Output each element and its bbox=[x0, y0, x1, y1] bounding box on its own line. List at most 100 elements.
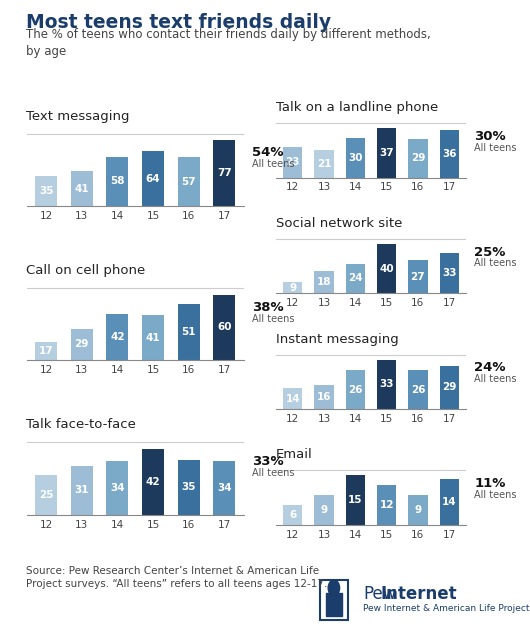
Bar bbox=[142, 152, 164, 206]
Text: 51: 51 bbox=[181, 327, 196, 337]
Bar bbox=[283, 388, 303, 409]
Text: 41: 41 bbox=[146, 333, 160, 343]
Bar bbox=[213, 295, 235, 360]
Bar bbox=[377, 128, 396, 178]
Text: 29: 29 bbox=[411, 153, 425, 163]
Text: Talk on a landline phone: Talk on a landline phone bbox=[276, 101, 438, 114]
Bar bbox=[213, 140, 235, 206]
Bar bbox=[314, 150, 334, 178]
Bar bbox=[283, 505, 303, 525]
Bar bbox=[35, 476, 57, 515]
Bar bbox=[35, 342, 57, 360]
Bar bbox=[107, 157, 128, 206]
Bar bbox=[326, 593, 342, 616]
Text: 24: 24 bbox=[348, 273, 363, 283]
Text: 37: 37 bbox=[379, 148, 394, 158]
Bar bbox=[346, 370, 365, 409]
Bar bbox=[314, 385, 334, 409]
Text: All teens: All teens bbox=[252, 159, 294, 169]
Text: 41: 41 bbox=[74, 184, 89, 193]
Text: All teens: All teens bbox=[474, 143, 517, 153]
Text: 9: 9 bbox=[414, 505, 421, 515]
Text: 54%: 54% bbox=[252, 146, 283, 159]
Bar bbox=[178, 304, 200, 360]
Text: 11%: 11% bbox=[474, 477, 506, 490]
Text: Email: Email bbox=[276, 448, 312, 462]
Text: 34: 34 bbox=[217, 483, 232, 493]
Bar bbox=[408, 260, 428, 294]
Text: 30%: 30% bbox=[474, 130, 506, 143]
Text: 16: 16 bbox=[317, 392, 331, 402]
Text: 33%: 33% bbox=[252, 455, 284, 468]
Text: 25%: 25% bbox=[474, 245, 506, 259]
Text: 38%: 38% bbox=[252, 301, 284, 314]
Text: 12: 12 bbox=[379, 500, 394, 510]
Bar bbox=[439, 129, 459, 178]
Bar bbox=[70, 328, 93, 360]
Bar bbox=[142, 316, 164, 360]
Text: 35: 35 bbox=[39, 186, 54, 196]
Text: 29: 29 bbox=[442, 382, 456, 392]
Text: Talk face-to-face: Talk face-to-face bbox=[26, 418, 136, 431]
Bar bbox=[283, 147, 303, 178]
Text: 33: 33 bbox=[379, 379, 394, 389]
Text: 9: 9 bbox=[321, 505, 328, 515]
Text: 17: 17 bbox=[39, 346, 54, 356]
Text: 64: 64 bbox=[146, 174, 160, 184]
Text: 57: 57 bbox=[181, 177, 196, 187]
Text: Internet: Internet bbox=[381, 585, 457, 602]
Text: 26: 26 bbox=[348, 385, 363, 394]
Text: Pew: Pew bbox=[363, 585, 396, 602]
Bar bbox=[439, 366, 459, 409]
Text: All teens: All teens bbox=[252, 314, 294, 323]
Text: Call on cell phone: Call on cell phone bbox=[26, 264, 146, 277]
Text: 29: 29 bbox=[75, 339, 89, 349]
Bar bbox=[283, 282, 303, 294]
Text: All teens: All teens bbox=[474, 374, 517, 384]
Text: 40: 40 bbox=[379, 264, 394, 274]
Text: 14: 14 bbox=[286, 394, 300, 403]
Text: Instant messaging: Instant messaging bbox=[276, 333, 399, 346]
Bar bbox=[408, 370, 428, 409]
Text: 9: 9 bbox=[289, 283, 296, 293]
Text: 14: 14 bbox=[442, 496, 456, 507]
Bar bbox=[178, 460, 200, 515]
Text: Social network site: Social network site bbox=[276, 217, 402, 230]
Text: 26: 26 bbox=[411, 385, 425, 394]
Bar bbox=[377, 485, 396, 525]
Bar bbox=[346, 264, 365, 294]
Text: 30: 30 bbox=[348, 153, 363, 162]
Text: 42: 42 bbox=[110, 332, 125, 342]
Bar bbox=[408, 495, 428, 525]
Text: All teens: All teens bbox=[474, 490, 517, 500]
Bar bbox=[314, 495, 334, 525]
Text: All teens: All teens bbox=[252, 468, 294, 478]
Bar bbox=[178, 157, 200, 206]
Circle shape bbox=[328, 580, 340, 596]
Text: 77: 77 bbox=[217, 168, 232, 178]
Bar bbox=[408, 139, 428, 178]
Text: 36: 36 bbox=[442, 148, 456, 158]
Bar bbox=[439, 479, 459, 525]
Bar bbox=[142, 449, 164, 515]
Text: 60: 60 bbox=[217, 323, 232, 332]
Bar bbox=[377, 244, 396, 294]
Text: 21: 21 bbox=[317, 158, 331, 169]
Text: 23: 23 bbox=[286, 157, 300, 167]
Text: Most teens text friends daily: Most teens text friends daily bbox=[26, 13, 332, 32]
Text: 27: 27 bbox=[411, 271, 425, 281]
Text: 58: 58 bbox=[110, 176, 125, 186]
Text: 35: 35 bbox=[181, 482, 196, 492]
Text: Source: Pew Research Center’s Internet & American Life
Project surveys. “All tee: Source: Pew Research Center’s Internet &… bbox=[26, 566, 328, 589]
Text: Text messaging: Text messaging bbox=[26, 110, 130, 123]
Bar bbox=[346, 476, 365, 525]
Bar bbox=[107, 314, 128, 360]
Text: 24%: 24% bbox=[474, 361, 506, 374]
Text: 6: 6 bbox=[289, 510, 296, 520]
Text: 33: 33 bbox=[442, 268, 456, 278]
Bar bbox=[70, 466, 93, 515]
Text: 34: 34 bbox=[110, 483, 125, 493]
Text: All teens: All teens bbox=[474, 259, 517, 268]
Bar bbox=[439, 252, 459, 294]
Bar bbox=[70, 171, 93, 206]
